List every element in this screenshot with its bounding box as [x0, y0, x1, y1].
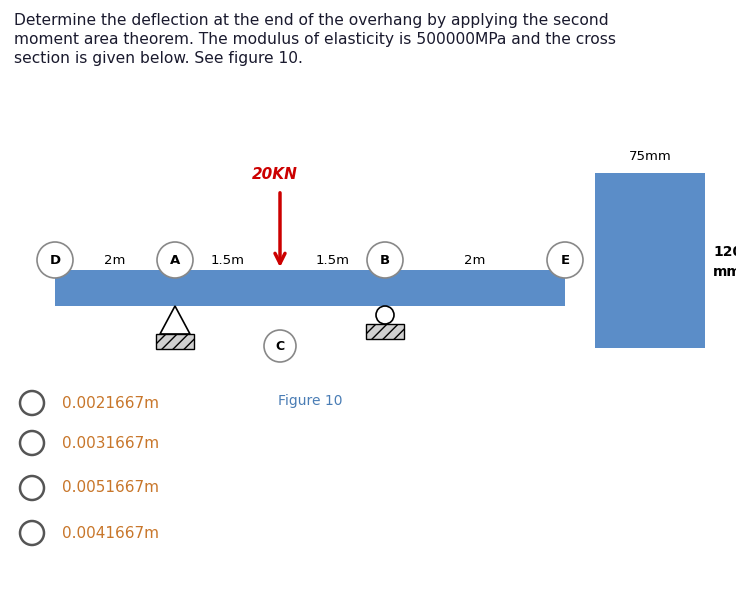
Text: 75mm: 75mm — [629, 150, 671, 163]
Text: 0.0021667m: 0.0021667m — [62, 395, 159, 410]
Text: 0.0031667m: 0.0031667m — [62, 435, 159, 450]
Text: 1.5m: 1.5m — [210, 254, 244, 267]
Text: D: D — [49, 254, 60, 267]
Circle shape — [367, 242, 403, 278]
Text: 2m: 2m — [464, 254, 486, 267]
Circle shape — [37, 242, 73, 278]
Text: mm: mm — [713, 266, 736, 279]
Polygon shape — [160, 306, 190, 334]
Text: Figure 10: Figure 10 — [277, 394, 342, 408]
Text: 120: 120 — [713, 246, 736, 260]
Text: A: A — [170, 254, 180, 267]
Text: Determine the deflection at the end of the overhang by applying the second: Determine the deflection at the end of t… — [14, 13, 609, 28]
Text: 20KN: 20KN — [252, 167, 298, 182]
Text: 2m: 2m — [105, 254, 126, 267]
Text: 0.0051667m: 0.0051667m — [62, 481, 159, 496]
FancyBboxPatch shape — [366, 324, 404, 339]
Text: 1.5m: 1.5m — [316, 254, 350, 267]
Circle shape — [264, 330, 296, 362]
Text: moment area theorem. The modulus of elasticity is 500000MPa and the cross: moment area theorem. The modulus of elas… — [14, 32, 616, 47]
Circle shape — [376, 306, 394, 324]
Text: E: E — [560, 254, 570, 267]
FancyBboxPatch shape — [156, 334, 194, 349]
Text: 0.0041667m: 0.0041667m — [62, 526, 159, 541]
Text: section is given below. See figure 10.: section is given below. See figure 10. — [14, 51, 303, 66]
Text: C: C — [275, 340, 285, 352]
Circle shape — [547, 242, 583, 278]
FancyBboxPatch shape — [55, 270, 565, 306]
FancyBboxPatch shape — [595, 173, 705, 348]
Circle shape — [157, 242, 193, 278]
Text: B: B — [380, 254, 390, 267]
